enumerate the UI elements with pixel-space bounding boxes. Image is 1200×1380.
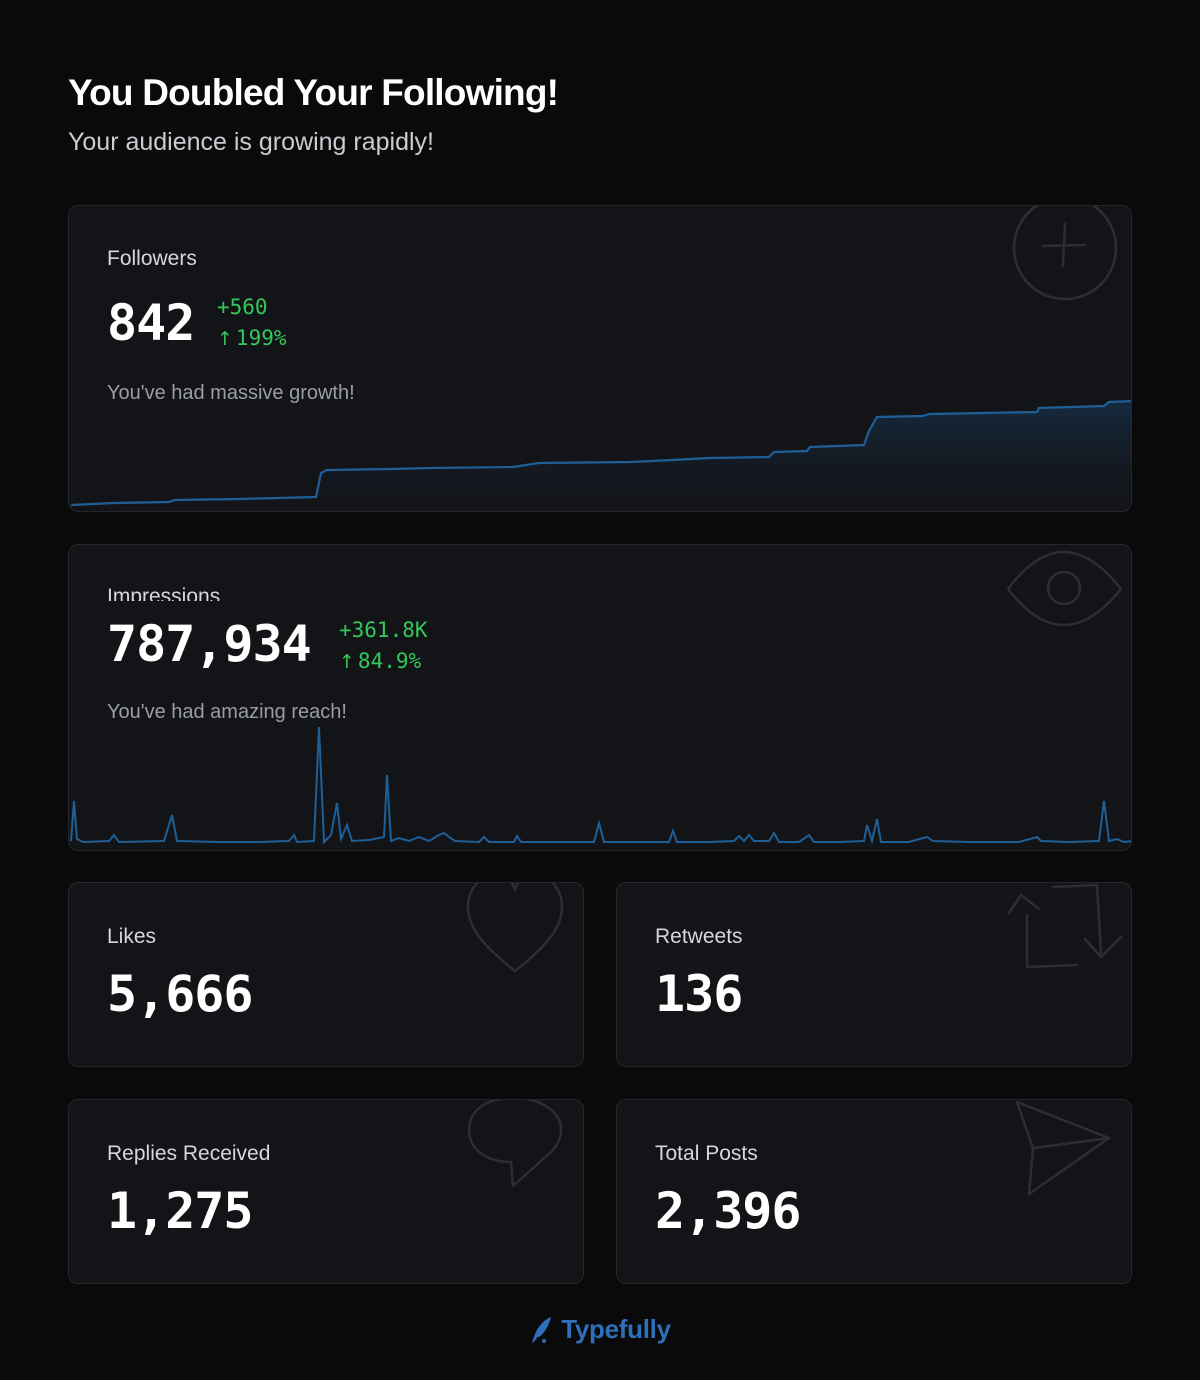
page-title: You Doubled Your Following! xyxy=(68,72,559,113)
plus-circle-icon xyxy=(1012,206,1118,301)
eye-icon xyxy=(1006,550,1123,627)
likes-label: Likes xyxy=(107,925,157,948)
followers-delta-abs: +560 xyxy=(217,295,268,319)
heart-icon xyxy=(466,883,564,973)
retweets-value: 136 xyxy=(655,965,743,1023)
posts-label: Total Posts xyxy=(655,1142,758,1165)
page-subtitle: Your audience is growing rapidly! xyxy=(68,128,434,156)
likes-value: 5,666 xyxy=(107,965,254,1023)
followers-card: Followers 842 +560 ↑ 199% You've had mass… xyxy=(68,205,1132,512)
quill-icon xyxy=(532,1316,552,1343)
impressions-card: Impressions 787,934 +361.8K ↑ 84.9% You'v… xyxy=(68,544,1132,851)
retweet-icon xyxy=(1007,883,1123,969)
followers-note: You've had massive growth! xyxy=(107,382,355,404)
followers-delta-pct: ↑ 199% xyxy=(217,323,287,354)
arrow-up-icon: ↑ xyxy=(217,328,233,350)
followers-delta-pct-value: 199% xyxy=(235,326,287,350)
brand-name: Typefully xyxy=(561,1314,671,1344)
followers-chart-area xyxy=(69,401,1131,511)
arrow-up-icon: ↑ xyxy=(339,651,355,673)
replies-card: Replies Received 1,275 xyxy=(68,1099,584,1284)
impressions-label-clip: Impressions xyxy=(69,545,1131,601)
retweets-label: Retweets xyxy=(655,925,743,948)
impressions-value: 787,934 xyxy=(107,615,312,673)
replies-label: Replies Received xyxy=(107,1142,271,1165)
impressions-label: Impressions xyxy=(107,585,221,601)
replies-value: 1,275 xyxy=(107,1182,254,1240)
posts-card: Total Posts 2,396 xyxy=(616,1099,1132,1284)
impressions-delta-abs: +361.8K xyxy=(339,618,428,642)
impressions-chart-line xyxy=(70,726,1131,845)
followers-chart xyxy=(69,399,1131,511)
paper-plane-icon xyxy=(1015,1100,1111,1196)
posts-value: 2,396 xyxy=(655,1182,802,1240)
followers-label: Followers xyxy=(107,247,197,270)
impressions-delta-pct-value: 84.9% xyxy=(357,649,422,673)
impressions-note: You've had amazing reach! xyxy=(107,701,347,723)
followers-value: 842 xyxy=(107,294,195,352)
impressions-chart xyxy=(70,726,1131,845)
retweets-card: Retweets 136 xyxy=(616,882,1132,1067)
speech-bubble-icon xyxy=(467,1100,563,1188)
impressions-delta-pct: ↑ 84.9% xyxy=(339,646,421,677)
brand-footer: Typefully xyxy=(0,1314,1200,1345)
followers-chart-line xyxy=(70,399,1131,507)
likes-card: Likes 5,666 xyxy=(68,882,584,1067)
